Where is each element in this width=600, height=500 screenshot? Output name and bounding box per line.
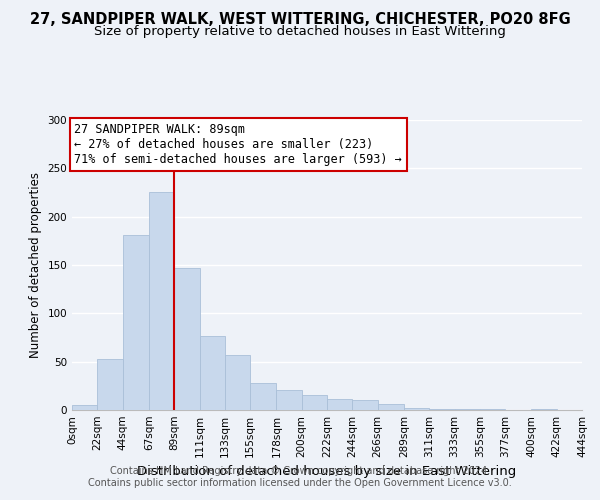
Bar <box>377 404 404 410</box>
Text: 27 SANDPIPER WALK: 89sqm
← 27% of detached houses are smaller (223)
71% of semi-: 27 SANDPIPER WALK: 89sqm ← 27% of detach… <box>74 123 402 166</box>
Bar <box>352 400 377 410</box>
Bar <box>149 192 174 410</box>
Bar <box>97 359 122 410</box>
Bar <box>199 336 225 410</box>
Bar <box>277 390 302 410</box>
Bar <box>225 355 250 410</box>
Bar <box>327 400 352 410</box>
Y-axis label: Number of detached properties: Number of detached properties <box>29 172 42 358</box>
Text: 27, SANDPIPER WALK, WEST WITTERING, CHICHESTER, PO20 8FG: 27, SANDPIPER WALK, WEST WITTERING, CHIC… <box>29 12 571 28</box>
Text: Contains HM Land Registry data © Crown copyright and database right 2024.
Contai: Contains HM Land Registry data © Crown c… <box>88 466 512 487</box>
Bar <box>72 405 97 410</box>
Bar <box>302 394 327 410</box>
Bar <box>122 235 149 410</box>
Bar <box>429 409 455 410</box>
Bar <box>480 409 505 410</box>
Bar <box>250 383 277 410</box>
Bar <box>404 408 429 410</box>
X-axis label: Distribution of detached houses by size in East Wittering: Distribution of detached houses by size … <box>137 466 517 478</box>
Text: Size of property relative to detached houses in East Wittering: Size of property relative to detached ho… <box>94 25 506 38</box>
Bar <box>455 409 480 410</box>
Bar <box>532 409 557 410</box>
Bar <box>174 268 199 410</box>
